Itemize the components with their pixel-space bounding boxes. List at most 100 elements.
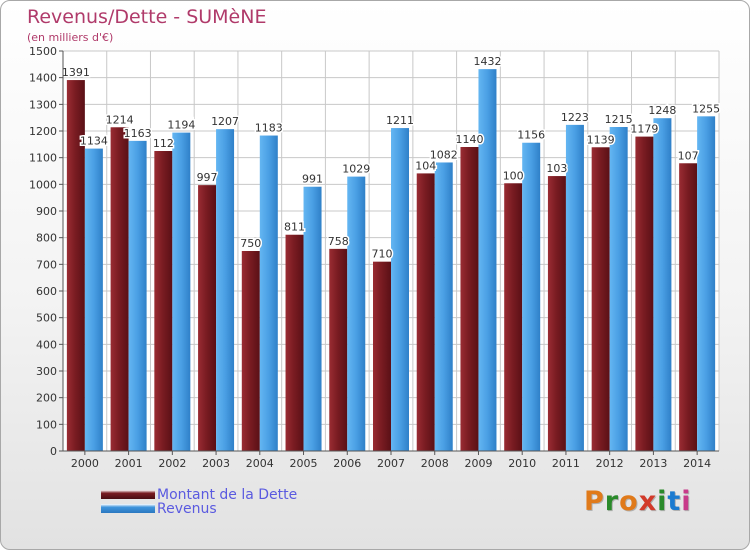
value-label-dette-2002: 112 (153, 137, 174, 150)
bar-dette-2012 (591, 147, 610, 451)
bar-dette-2004 (241, 251, 260, 451)
value-label-revenus-2013: 1248 (648, 104, 676, 117)
value-label-revenus-2002: 1194 (167, 119, 195, 132)
bar-revenus-2001 (128, 140, 147, 451)
bar-dette-2008 (416, 173, 435, 451)
x-tick-label: 2002 (158, 457, 186, 470)
bar-dette-2006 (329, 248, 348, 451)
logo-letter: i (657, 486, 668, 517)
y-tick-label: 600 (36, 285, 57, 298)
logo-letter: o (619, 486, 639, 517)
x-tick-label: 2006 (333, 457, 361, 470)
x-tick-label: 2010 (508, 457, 536, 470)
bar-dette-2009 (460, 147, 479, 451)
bar-revenus-2007 (391, 128, 409, 452)
logo-letter: i (681, 486, 692, 517)
proxiti-logo: Proxiti (584, 486, 692, 517)
y-tick-label: 1200 (29, 125, 57, 138)
value-label-revenus-2007: 1211 (386, 114, 414, 127)
value-label-dette-2005: 811 (284, 221, 305, 234)
value-label-dette-2009: 1140 (455, 133, 483, 146)
y-tick-label: 1300 (29, 98, 57, 111)
x-tick-label: 2001 (115, 457, 143, 470)
y-tick-label: 100 (36, 418, 57, 431)
value-label-revenus-2001: 1163 (124, 127, 152, 140)
value-label-dette-2013: 1179 (630, 123, 658, 136)
value-label-dette-2014: 107 (678, 149, 699, 162)
legend-label-revenus: Revenus (157, 501, 217, 517)
bar-dette-2002 (154, 151, 173, 451)
y-tick-label: 1400 (29, 72, 57, 85)
y-tick-label: 900 (36, 205, 57, 218)
value-label-dette-2000: 1391 (62, 66, 90, 79)
x-tick-label: 2013 (639, 457, 667, 470)
bars-layer (66, 69, 716, 452)
bar-dette-2005 (285, 234, 304, 451)
value-label-revenus-2006: 1029 (342, 163, 370, 176)
x-tick-label: 2005 (290, 457, 318, 470)
bar-revenus-2006 (347, 176, 366, 451)
value-label-revenus-2010: 1156 (517, 129, 545, 142)
y-tick-label: 300 (36, 365, 57, 378)
x-tick-label: 2008 (421, 457, 449, 470)
value-label-dette-2003: 997 (197, 171, 218, 184)
bar-dette-2010 (504, 183, 523, 451)
axis-layer: 0 100 200 300 400 500 600 700 800 900 1000 1100 1200… (29, 45, 719, 470)
value-label-dette-2007: 710 (372, 248, 393, 261)
bar-revenus-2008 (434, 162, 453, 451)
value-label-dette-2001: 1214 (106, 113, 134, 126)
bar-revenus-2004 (259, 135, 278, 452)
value-label-dette-2010: 100 (503, 169, 524, 182)
y-tick-label: 700 (36, 258, 57, 271)
bar-dette-2000 (66, 80, 85, 452)
y-tick-label: 1100 (29, 152, 57, 165)
legend-swatch-revenus (101, 504, 155, 513)
y-tick-label: 1000 (29, 178, 57, 191)
y-tick-label: 200 (36, 392, 57, 405)
logo-letter: r (604, 486, 620, 517)
x-tick-label: 2003 (202, 457, 230, 470)
bar-revenus-2003 (216, 129, 235, 451)
logo-letter: x (638, 486, 658, 517)
y-tick-label: 800 (36, 232, 57, 245)
y-tick-label: 0 (50, 445, 57, 458)
chart-subtitle: (en milliers d'€) (27, 31, 114, 44)
bar-revenus-2005 (303, 186, 322, 451)
logo-letter: t (667, 486, 682, 517)
chart-title: Revenus/Dette - SUMèNE (27, 6, 267, 28)
x-tick-label: 2011 (552, 457, 580, 470)
bar-revenus-2000 (84, 148, 103, 451)
bar-revenus-2012 (609, 127, 628, 451)
x-tick-label: 2007 (377, 457, 405, 470)
legend-label-dette: Montant de la Dette (157, 487, 298, 503)
bar-dette-2007 (373, 261, 391, 451)
bar-dette-2003 (198, 185, 217, 451)
bar-dette-2011 (547, 176, 566, 452)
y-tick-label: 1500 (29, 45, 57, 58)
x-tick-label: 2014 (683, 457, 711, 470)
value-label-revenus-2012: 1215 (605, 113, 633, 126)
value-label-revenus-2005: 991 (302, 173, 323, 186)
bar-dette-2014 (679, 163, 698, 451)
x-tick-label: 2000 (71, 457, 99, 470)
value-label-revenus-2000: 1134 (80, 135, 108, 148)
bar-dette-2001 (110, 127, 129, 452)
value-label-dette-2012: 1139 (587, 133, 615, 146)
bar-revenus-2013 (653, 118, 672, 451)
value-label-revenus-2003: 1207 (211, 115, 239, 128)
value-label-dette-2008: 104 (415, 159, 436, 172)
y-tick-label: 500 (36, 312, 57, 325)
bar-revenus-2011 (565, 124, 584, 451)
y-tick-label: 400 (36, 338, 57, 351)
bar-revenus-2002 (172, 132, 191, 451)
value-label-revenus-2011: 1223 (561, 111, 589, 124)
value-label-revenus-2009: 1432 (473, 55, 501, 68)
bar-dette-2013 (635, 136, 654, 451)
value-label-revenus-2014: 1255 (692, 102, 720, 115)
bar-revenus-2010 (522, 142, 541, 451)
legend-swatch-dette (101, 490, 155, 499)
x-tick-label: 2012 (596, 457, 624, 470)
